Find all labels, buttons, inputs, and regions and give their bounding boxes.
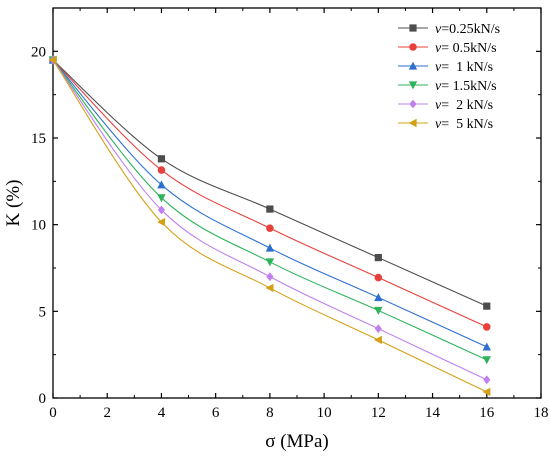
data-point [483, 302, 491, 310]
x-tick-label: 12 [371, 405, 386, 421]
legend-symbol: v [435, 98, 442, 113]
data-point [374, 273, 383, 282]
series-line [52, 59, 488, 348]
series-0 [49, 56, 491, 310]
legend-label: v= 5 kN/s [435, 117, 493, 132]
data-point [265, 243, 275, 252]
legend-marker [409, 24, 417, 32]
legend-label: v= 1 kN/s [435, 60, 493, 75]
legend-series-name: 0.25kN/s [449, 22, 500, 37]
data-point [157, 217, 166, 227]
series-line [52, 59, 488, 361]
data-point [157, 194, 166, 203]
legend-item: v=0.25kN/s [398, 22, 500, 37]
data-point [48, 55, 57, 65]
legend-marker [408, 118, 417, 128]
y-axis: 0 5 10 15 20 [31, 44, 541, 407]
legend-label: v= 0.5kN/s [435, 41, 497, 56]
legend-label: v= 1.5kN/s [435, 79, 497, 94]
series-line [52, 59, 488, 381]
data-point [374, 254, 382, 262]
series-line [52, 59, 488, 328]
legend-item: v= 1.5kN/s [398, 79, 497, 94]
data-point [374, 306, 383, 315]
series-layer [48, 55, 491, 397]
x-tick-label: 14 [425, 405, 441, 421]
x-tick-label: 10 [317, 405, 332, 421]
legend-item: v= 5 kN/s [398, 117, 493, 132]
legend-marker [409, 99, 417, 109]
legend-separator: = [441, 117, 456, 132]
y-tick-label: 10 [31, 218, 46, 234]
legend-label: v= 2 kN/s [435, 98, 493, 113]
x-axis-title: σ (MPa) [265, 431, 329, 452]
legend-item: v= 1 kN/s [398, 60, 493, 75]
data-point [266, 224, 274, 232]
data-point [266, 272, 274, 282]
legend-series-name: 0.5kN/s [453, 41, 497, 56]
legend-symbol: v [435, 22, 442, 37]
legend-marker [408, 61, 418, 70]
legend-marker [409, 43, 417, 51]
y-axis-title: K (%) [3, 180, 24, 227]
series-5 [48, 55, 491, 397]
legend-symbol: v [435, 60, 442, 75]
y-tick-label: 15 [31, 131, 46, 147]
data-point [482, 356, 491, 365]
x-tick-label: 2 [103, 405, 111, 421]
legend-marker [408, 81, 418, 90]
x-tick-label: 4 [158, 405, 166, 421]
data-point [482, 342, 491, 351]
x-tick-label: 6 [212, 405, 220, 421]
series-line [52, 59, 488, 307]
series-2 [48, 55, 491, 351]
legend-item: v= 2 kN/s [398, 98, 493, 113]
legend-series-name: 1 kN/s [456, 60, 493, 75]
legend-label: v=0.25kN/s [435, 22, 500, 37]
legend-series-name: 2 kN/s [456, 98, 493, 113]
data-point [157, 155, 166, 163]
y-tick-label: 0 [39, 391, 47, 407]
data-point [482, 387, 491, 397]
legend-item: v= 0.5kN/s [398, 41, 497, 56]
legend-symbol: v [435, 117, 442, 132]
x-tick-label: 8 [266, 405, 274, 421]
legend-separator: = [441, 41, 452, 56]
series-line [52, 59, 488, 393]
legend-symbol: v [435, 79, 442, 94]
data-point [157, 180, 166, 189]
data-point [157, 205, 166, 215]
data-point [265, 283, 274, 293]
series-4 [49, 55, 491, 385]
legend-series-name: 5 kN/s [456, 117, 493, 132]
x-tick-label: 18 [534, 405, 549, 421]
legend: v=0.25kN/sv= 0.5kN/sv= 1 kN/sv= 1.5kN/sv… [398, 22, 500, 132]
data-point [266, 205, 274, 213]
legend-separator: = [441, 22, 449, 37]
y-tick-label: 5 [39, 304, 47, 320]
x-tick-label: 16 [479, 405, 495, 421]
data-point [157, 166, 166, 174]
x-tick-label: 0 [49, 405, 57, 421]
legend-series-name: 1.5kN/s [453, 79, 497, 94]
y-tick-label: 20 [31, 44, 46, 60]
legend-separator: = [441, 79, 452, 94]
data-point [482, 323, 491, 331]
data-point [374, 293, 383, 302]
data-point [265, 258, 275, 267]
legend-separator: = [441, 60, 456, 75]
x-axis: 0 2 4 6 8 10 12 14 16 18 [49, 8, 549, 421]
data-point [374, 324, 382, 334]
legend-symbol: v [435, 41, 442, 56]
data-point [483, 375, 491, 385]
legend-separator: = [441, 98, 456, 113]
data-point [373, 335, 382, 345]
